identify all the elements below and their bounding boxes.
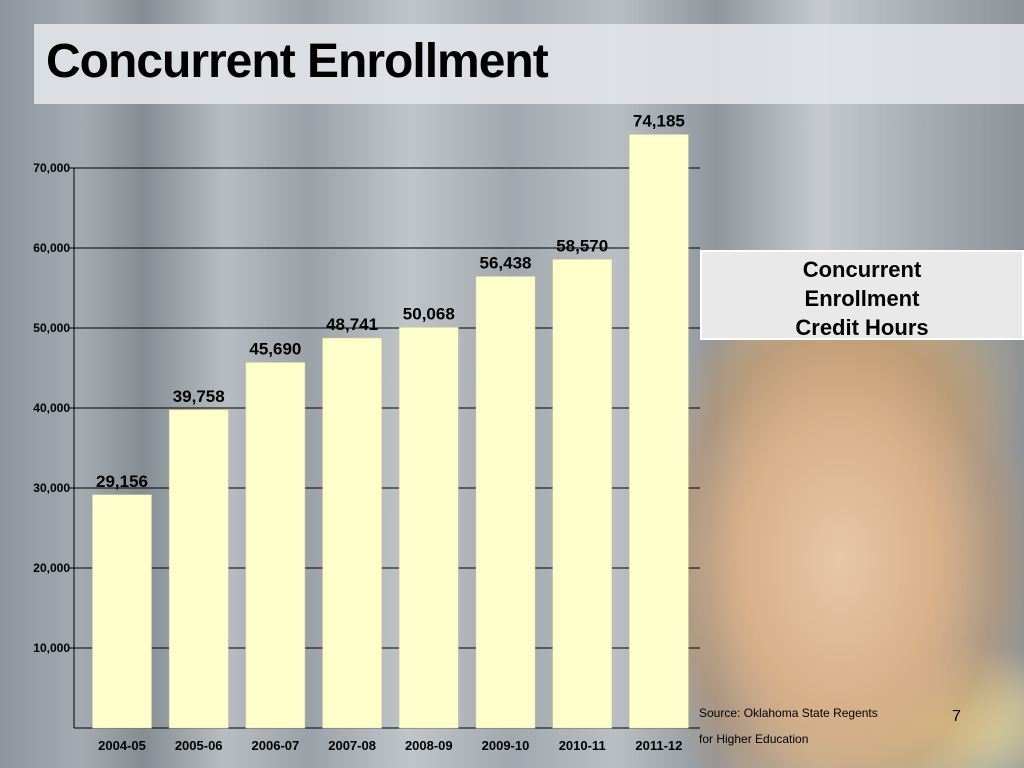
bar-layer (92, 134, 689, 729)
bar-chart: 10,000 20,000 30,000 40,000 50,000 60,000 70,0… (33, 112, 700, 753)
x-tick-label: 2007-08 (328, 738, 376, 753)
y-tick-label: 20,000 (33, 561, 70, 575)
data-label: 45,690 (249, 339, 301, 358)
y-tick-label: 30,000 (33, 481, 70, 495)
source-note: Source: Oklahoma State Regents for Highe… (699, 700, 929, 752)
bar (245, 362, 306, 729)
bar (399, 327, 459, 729)
y-tick-label: 70,000 (33, 161, 70, 175)
data-label: 39,758 (173, 387, 225, 406)
bar (475, 276, 536, 729)
bar (552, 259, 612, 729)
source-line-2: for Higher Education (699, 732, 809, 746)
page-title: Concurrent Enrollment (46, 35, 549, 88)
x-tick-label: 2008-09 (405, 738, 453, 753)
x-tick-label: 2011-12 (635, 738, 682, 753)
x-tick-label: 2009-10 (482, 738, 530, 753)
data-label: 56,438 (480, 253, 532, 272)
x-tick-label: 2005-06 (175, 738, 223, 753)
data-label: 74,185 (633, 112, 685, 131)
data-label: 48,741 (326, 315, 378, 334)
y-tick-label: 40,000 (33, 401, 70, 415)
legend-line-2: Enrollment (804, 286, 920, 311)
y-tick-label: 60,000 (33, 241, 70, 255)
page-number: 7 (952, 708, 961, 725)
data-label: 50,068 (403, 304, 455, 323)
source-line-1: Source: Oklahoma State Regents (699, 706, 878, 720)
data-label: 58,570 (556, 236, 608, 255)
label-layer: 29,156 2004-05 39,758 2005-06 45,690 2006-07 4… (96, 112, 685, 753)
legend-box: Concurrent Enrollment Credit Hours (700, 250, 1024, 340)
bar (322, 337, 382, 729)
bar (92, 494, 152, 729)
bar (629, 134, 689, 729)
bar (168, 409, 229, 729)
x-tick-label: 2004-05 (98, 738, 146, 753)
y-tick-label: 10,000 (33, 641, 70, 655)
x-tick-label: 2010-11 (559, 738, 606, 753)
y-tick-label: 50,000 (33, 321, 70, 335)
data-label: 29,156 (96, 472, 148, 491)
x-tick-label: 2006-07 (252, 738, 300, 753)
legend-line-1: Concurrent (802, 257, 922, 282)
legend-line-3: Credit Hours (795, 315, 929, 340)
title-bar (34, 24, 1024, 104)
